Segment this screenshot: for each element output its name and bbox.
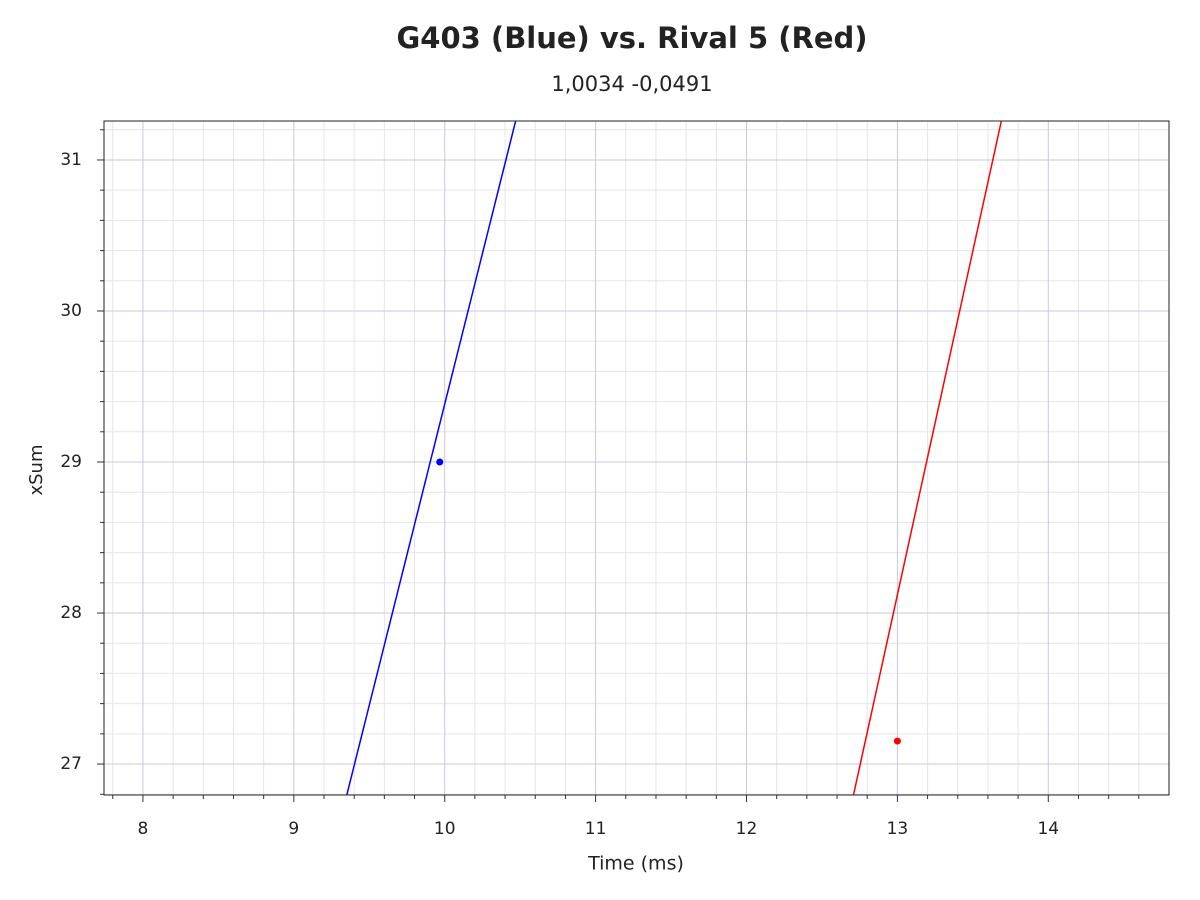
x-tick-label: 12 [736, 819, 758, 839]
y-axis-label: xSum [26, 444, 47, 495]
x-tick-label: 10 [434, 819, 456, 839]
y-tick-label: 27 [60, 754, 82, 774]
x-tick-label: 9 [288, 819, 299, 839]
plot-border [103, 120, 1170, 796]
x-tick-label: 13 [887, 819, 909, 839]
y-tick-label: 29 [60, 452, 82, 472]
y-tick-label: 31 [60, 150, 82, 170]
data-point [436, 458, 444, 466]
series-line [852, 120, 1003, 796]
x-axis-label: Time (ms) [587, 853, 684, 875]
x-tick-label: 14 [1037, 819, 1059, 839]
x-tick-label: 8 [138, 819, 149, 839]
series-line [346, 120, 517, 796]
chart-subtitle: 1,0034 -0,0491 [551, 72, 712, 96]
x-tick-label: 11 [585, 819, 607, 839]
y-tick-label: 28 [60, 603, 82, 623]
chart-title: G403 (Blue) vs. Rival 5 (Red) [397, 21, 868, 55]
data-point [893, 737, 901, 745]
y-tick-label: 30 [60, 301, 82, 321]
